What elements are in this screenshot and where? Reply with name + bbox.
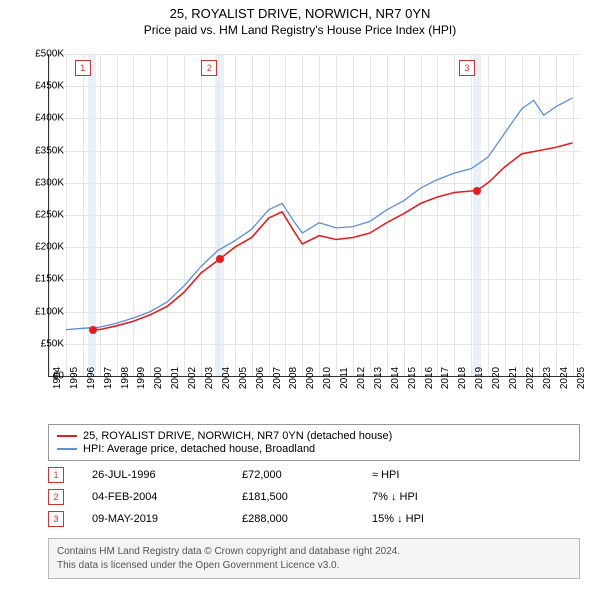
tx-price: £288,000	[242, 513, 372, 525]
footer-line: Contains HM Land Registry data © Crown c…	[57, 545, 571, 559]
legend-label-hpi: HPI: Average price, detached house, Broa…	[83, 443, 315, 455]
table-row: 2 04-FEB-2004 £181,500 7% ↓ HPI	[48, 486, 580, 508]
attribution-footer: Contains HM Land Registry data © Crown c…	[48, 538, 580, 579]
tx-date: 26-JUL-1996	[92, 469, 242, 481]
tx-price: £181,500	[242, 491, 372, 503]
tx-hpi: 7% ↓ HPI	[372, 491, 482, 503]
tx-marker-2: 2	[48, 489, 64, 505]
chart-title: 25, ROYALIST DRIVE, NORWICH, NR7 0YN	[0, 6, 600, 21]
table-row: 1 26-JUL-1996 £72,000 ≈ HPI	[48, 464, 580, 486]
transaction-dot	[216, 255, 224, 263]
legend: 25, ROYALIST DRIVE, NORWICH, NR7 0YN (de…	[48, 424, 580, 461]
plot-area: 1 2 3	[48, 54, 581, 377]
line-series-svg	[49, 54, 581, 376]
legend-swatch-property	[57, 435, 77, 437]
legend-item-property: 25, ROYALIST DRIVE, NORWICH, NR7 0YN (de…	[57, 430, 571, 442]
tx-marker-3: 3	[48, 511, 64, 527]
tx-price: £72,000	[242, 469, 372, 481]
legend-label-property: 25, ROYALIST DRIVE, NORWICH, NR7 0YN (de…	[83, 430, 392, 442]
transaction-marker-3: 3	[459, 60, 475, 76]
legend-swatch-hpi	[57, 448, 77, 450]
series-hpi	[66, 98, 573, 330]
transaction-dot	[89, 326, 97, 334]
table-row: 3 09-MAY-2019 £288,000 15% ↓ HPI	[48, 508, 580, 530]
transaction-dot	[473, 187, 481, 195]
series-property	[93, 143, 573, 330]
tx-date: 09-MAY-2019	[92, 513, 242, 525]
tx-date: 04-FEB-2004	[92, 491, 242, 503]
transaction-marker-1: 1	[75, 60, 91, 76]
transaction-marker-2: 2	[201, 60, 217, 76]
footer-line: This data is licensed under the Open Gov…	[57, 559, 571, 573]
legend-item-hpi: HPI: Average price, detached house, Broa…	[57, 443, 571, 455]
tx-hpi: 15% ↓ HPI	[372, 513, 482, 525]
chart-container: 25, ROYALIST DRIVE, NORWICH, NR7 0YN Pri…	[0, 6, 600, 596]
transaction-table: 1 26-JUL-1996 £72,000 ≈ HPI 2 04-FEB-200…	[48, 464, 580, 530]
tx-marker-1: 1	[48, 467, 64, 483]
tx-hpi: ≈ HPI	[372, 469, 482, 481]
chart-subtitle: Price paid vs. HM Land Registry's House …	[0, 23, 600, 37]
